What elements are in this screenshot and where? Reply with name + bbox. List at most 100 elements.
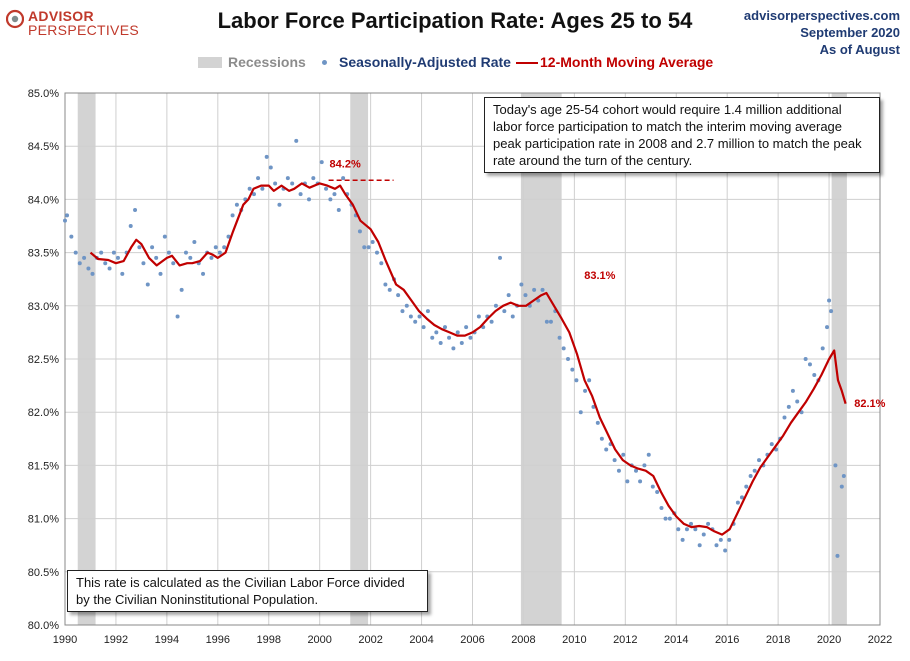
scatter-point <box>578 410 583 415</box>
scatter-point <box>217 250 222 255</box>
scatter-point <box>209 255 214 260</box>
y-tick-label: 82.0% <box>28 407 59 419</box>
scatter-point <box>684 527 689 532</box>
x-tick-label: 2022 <box>868 634 892 646</box>
scatter-point <box>735 500 740 505</box>
scatter-point <box>171 261 176 266</box>
scatter-point <box>782 415 787 420</box>
annotation-box-bottom: This rate is calculated as the Civilian … <box>67 570 428 612</box>
scatter-point <box>566 357 571 361</box>
scatter-point <box>723 548 728 553</box>
scatter-point <box>166 250 171 255</box>
source-asof: As of August <box>819 42 900 57</box>
scatter-point <box>827 298 832 303</box>
scatter-point <box>158 271 163 276</box>
scatter-point <box>234 202 239 207</box>
scatter-point <box>795 399 800 404</box>
y-tick-label: 83.5% <box>28 248 59 260</box>
scatter-point <box>154 255 159 260</box>
scatter-point <box>634 468 639 473</box>
scatter-point <box>727 537 732 542</box>
scatter-point <box>595 420 600 425</box>
scatter-point <box>256 176 261 181</box>
scatter-point <box>213 245 218 250</box>
legend-moving-average-label: 12-Month Moving Average <box>540 54 714 70</box>
scatter-point <box>459 341 464 346</box>
scatter-point <box>222 245 227 250</box>
scatter-point <box>807 362 812 367</box>
y-tick-label: 84.5% <box>28 141 59 153</box>
scatter-point <box>374 250 379 255</box>
scatter-point <box>294 138 299 143</box>
scatter-point <box>498 255 503 260</box>
scatter-point <box>769 442 774 447</box>
scatter-point <box>591 404 596 409</box>
scatter-point <box>604 447 609 452</box>
scatter-point <box>328 197 333 202</box>
scatter-point <box>183 250 188 255</box>
logo-text-advisor: ADVISOR <box>28 8 94 24</box>
legend-recessions-label: Recessions <box>228 54 306 70</box>
y-tick-label: 81.0% <box>28 514 59 526</box>
x-tick-label: 2016 <box>715 634 739 646</box>
scatter-point <box>387 287 392 292</box>
scatter-point <box>706 521 711 526</box>
scatter-point <box>77 261 82 266</box>
scatter-point <box>667 516 672 521</box>
scatter-point <box>192 239 197 244</box>
x-tick-label: 2014 <box>664 634 688 646</box>
scatter-point <box>612 458 617 463</box>
scatter-point <box>63 218 67 223</box>
scatter-point <box>264 154 269 159</box>
scatter-point <box>268 165 273 170</box>
scatter-point <box>790 388 795 393</box>
scatter-point <box>421 325 426 330</box>
scatter-point <box>493 303 498 308</box>
scatter-point <box>680 537 685 542</box>
scatter-point <box>689 521 694 526</box>
scatter-point <box>663 516 668 521</box>
scatter-point <box>468 335 473 340</box>
scatter-point <box>277 202 282 207</box>
source-date: September 2020 <box>800 25 900 40</box>
scatter-point <box>111 250 116 255</box>
scatter-point <box>701 532 706 537</box>
scatter-point <box>179 287 184 292</box>
scatter-point <box>841 474 846 479</box>
scatter-point <box>587 378 592 383</box>
scatter-point <box>251 192 256 197</box>
scatter-point <box>697 543 702 548</box>
logo-mark-icon <box>6 9 24 29</box>
scatter-point <box>290 181 295 186</box>
scatter-point <box>476 314 481 319</box>
scatter-point <box>73 250 78 255</box>
scatter-point <box>532 287 537 292</box>
x-tick-label: 2008 <box>511 634 535 646</box>
scatter-point <box>336 208 341 213</box>
y-tick-label: 81.5% <box>28 460 59 472</box>
scatter-point <box>306 197 311 202</box>
scatter-point <box>659 505 664 510</box>
y-tick-label: 85.0% <box>28 88 59 100</box>
scatter-point <box>510 314 515 319</box>
scatter-point <box>757 458 762 463</box>
scatter-point <box>247 186 252 191</box>
scatter-point <box>434 330 439 335</box>
legend-recession-swatch <box>198 57 222 68</box>
scatter-point <box>362 245 367 250</box>
scatter-point <box>544 319 549 324</box>
scatter-point <box>451 346 456 351</box>
scatter-point <box>548 319 553 324</box>
scatter-point <box>298 192 303 197</box>
x-tick-label: 2018 <box>766 634 790 646</box>
x-tick-label: 2002 <box>358 634 382 646</box>
y-tick-label: 80.0% <box>28 620 59 632</box>
scatter-point <box>107 266 112 271</box>
scatter-point <box>273 181 278 186</box>
moving-average-line <box>89 182 847 536</box>
scatter-point <box>646 452 651 457</box>
scatter-point <box>396 293 401 298</box>
scatter-point <box>455 330 460 335</box>
scatter-point <box>366 245 371 250</box>
scatter-point <box>616 468 621 473</box>
